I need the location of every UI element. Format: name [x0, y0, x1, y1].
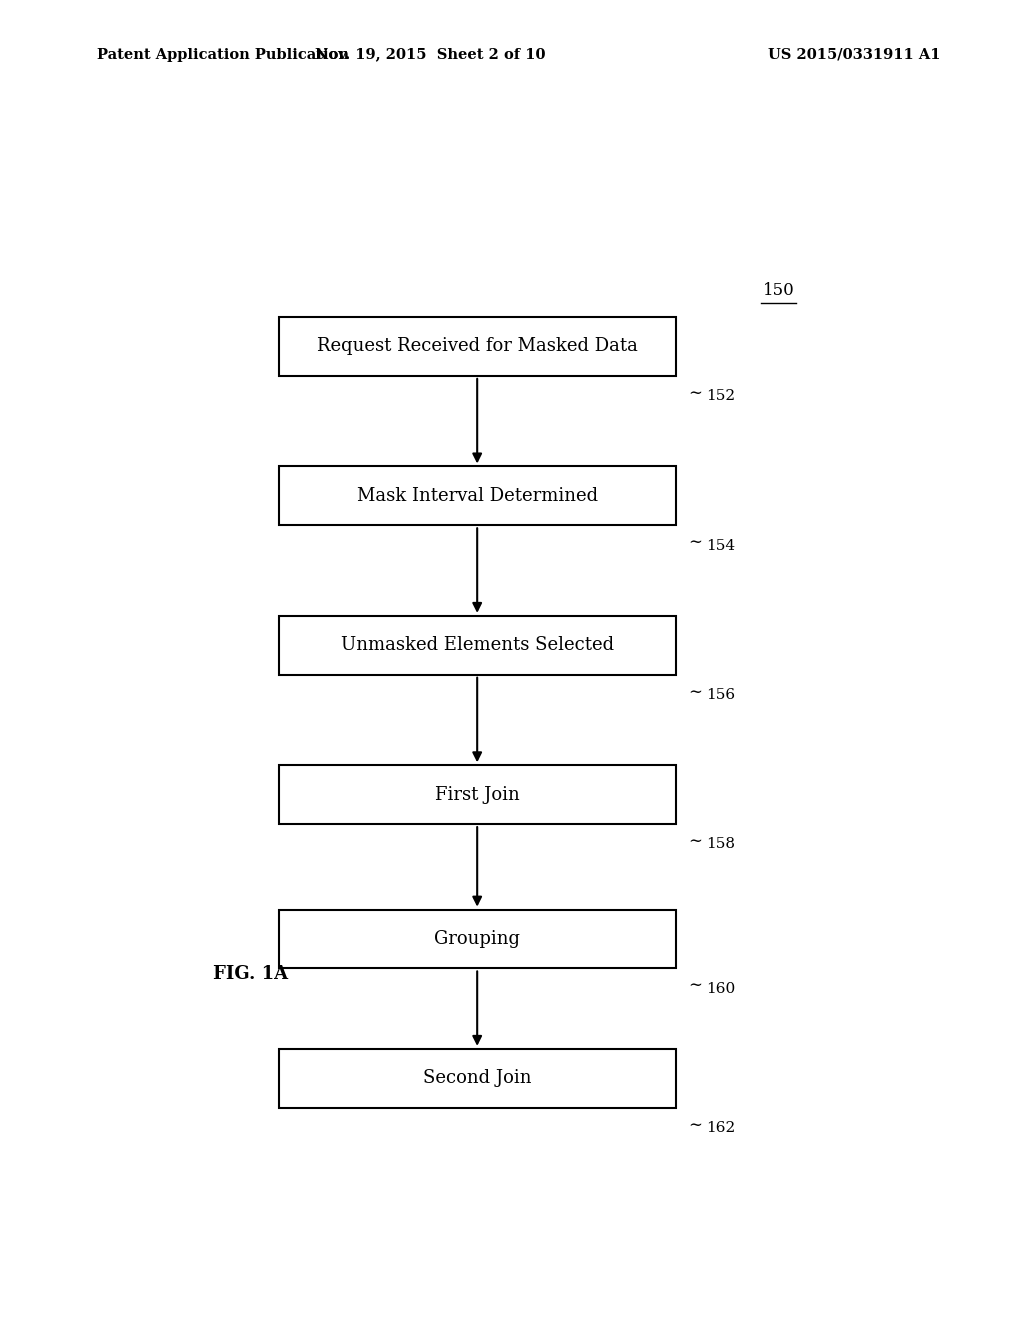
Text: ∼: ∼	[688, 833, 702, 850]
Text: ∼: ∼	[688, 535, 702, 550]
Text: 162: 162	[706, 1121, 735, 1135]
Text: 158: 158	[706, 837, 735, 851]
Bar	[279, 466, 676, 525]
Text: Request Received for Masked Data: Request Received for Masked Data	[316, 338, 638, 355]
Text: 152: 152	[706, 389, 735, 403]
Text: 154: 154	[706, 539, 735, 553]
Bar	[279, 1049, 676, 1107]
Text: Nov. 19, 2015  Sheet 2 of 10: Nov. 19, 2015 Sheet 2 of 10	[314, 48, 546, 62]
Bar	[279, 615, 676, 675]
Text: ∼: ∼	[688, 977, 702, 994]
Bar	[279, 317, 676, 376]
Text: US 2015/0331911 A1: US 2015/0331911 A1	[768, 48, 940, 62]
Text: 160: 160	[706, 982, 735, 995]
Bar	[279, 766, 676, 824]
Text: FIG. 1A: FIG. 1A	[213, 965, 289, 982]
Text: Mask Interval Determined: Mask Interval Determined	[356, 487, 598, 504]
Text: Patent Application Publication: Patent Application Publication	[97, 48, 349, 62]
Text: Grouping: Grouping	[434, 931, 520, 948]
Text: Second Join: Second Join	[423, 1069, 531, 1088]
Text: 150: 150	[763, 281, 795, 298]
Text: ∼: ∼	[688, 1117, 702, 1134]
Bar	[279, 909, 676, 969]
Text: ∼: ∼	[688, 684, 702, 701]
Text: 156: 156	[706, 688, 735, 702]
Text: Unmasked Elements Selected: Unmasked Elements Selected	[341, 636, 613, 655]
Text: ∼: ∼	[688, 384, 702, 401]
Text: First Join: First Join	[435, 785, 519, 804]
